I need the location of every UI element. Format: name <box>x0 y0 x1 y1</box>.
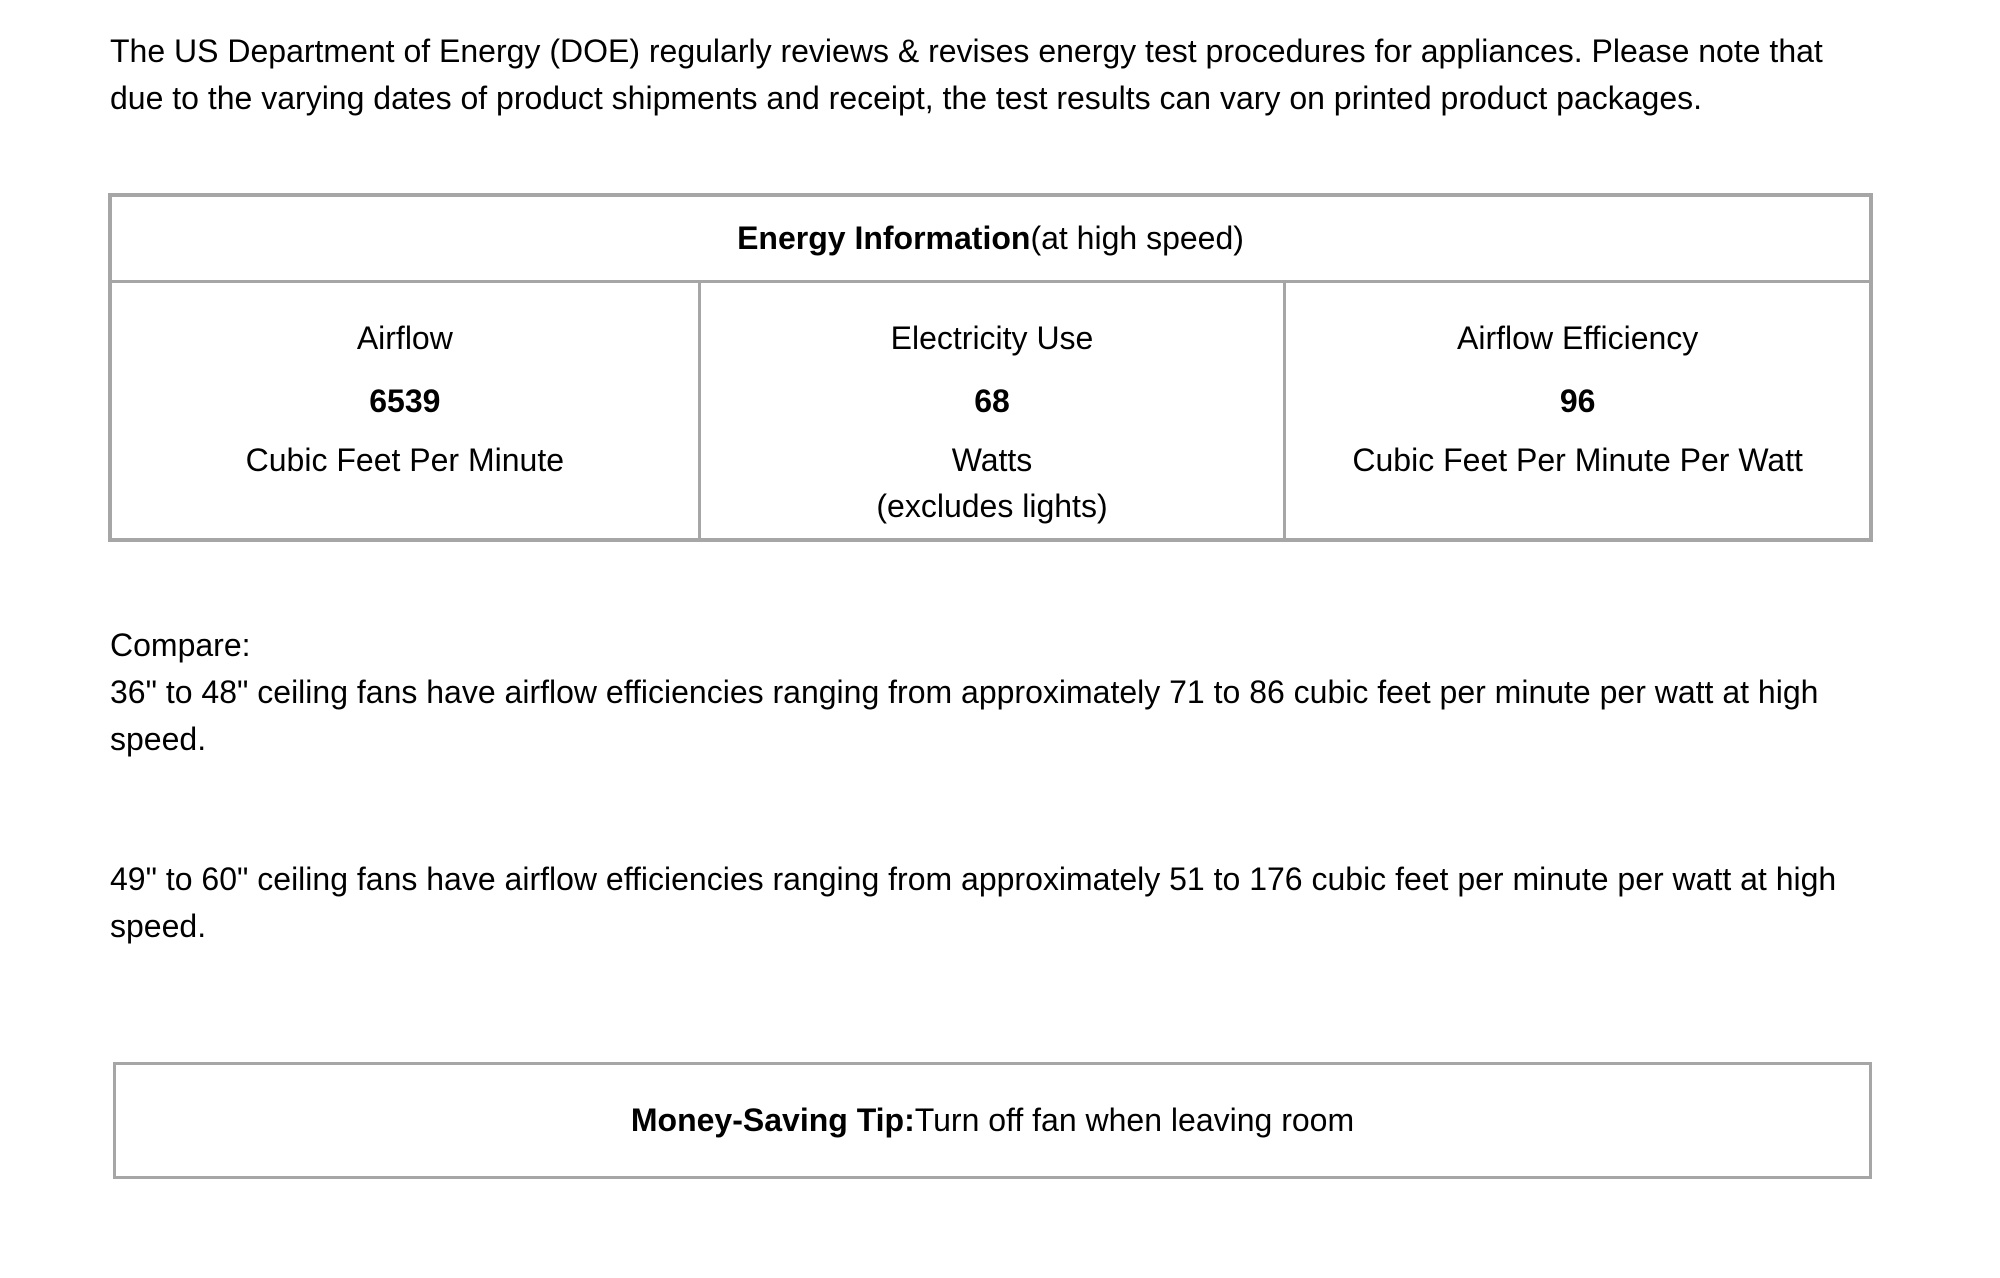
electricity-use-cell: Electricity Use 68 Watts (excludes light… <box>697 283 1284 538</box>
money-saving-tip-box: Money-Saving Tip: Turn off fan when leav… <box>113 1062 1872 1179</box>
compare-heading: Compare: <box>110 627 251 663</box>
airflow-efficiency-value: 96 <box>1559 383 1596 419</box>
energy-information-table: Energy Information (at high speed) Airfl… <box>108 193 1873 542</box>
electricity-use-value: 68 <box>974 383 1010 419</box>
compare-paragraph-1: 36" to 48" ceiling fans have airflow eff… <box>110 674 1819 757</box>
energy-table-title-suffix: (at high speed) <box>1030 220 1244 256</box>
airflow-efficiency-cell: Airflow Efficiency 96 Cubic Feet Per Min… <box>1283 283 1869 538</box>
airflow-efficiency-unit: Cubic Feet Per Minute Per Watt <box>1352 442 1803 478</box>
intro-paragraph: The US Department of Energy (DOE) regula… <box>110 33 1823 116</box>
airflow-value: 6539 <box>369 383 441 419</box>
money-saving-tip-text: Turn off fan when leaving room <box>914 1102 1355 1138</box>
airflow-label: Airflow <box>356 320 453 356</box>
compare-paragraph-2: 49" to 60" ceiling fans have airflow eff… <box>110 861 1837 944</box>
compare-section: Compare: 36" to 48" ceiling fans have ai… <box>110 622 1882 763</box>
airflow-cell: Airflow 6539 Cubic Feet Per Minute <box>112 283 698 538</box>
electricity-use-label: Electricity Use <box>890 320 1094 356</box>
airflow-unit: Cubic Feet Per Minute <box>245 442 564 478</box>
energy-table-title: Energy Information (at high speed) <box>112 197 1869 283</box>
electricity-use-unit: Watts (excludes lights) <box>876 442 1108 524</box>
energy-table-body: Airflow 6539 Cubic Feet Per Minute Elect… <box>112 283 1869 538</box>
airflow-efficiency-label: Airflow Efficiency <box>1457 320 1699 356</box>
money-saving-tip-label: Money-Saving Tip: <box>630 1102 915 1138</box>
energy-table-title-bold: Energy Information <box>737 220 1031 256</box>
